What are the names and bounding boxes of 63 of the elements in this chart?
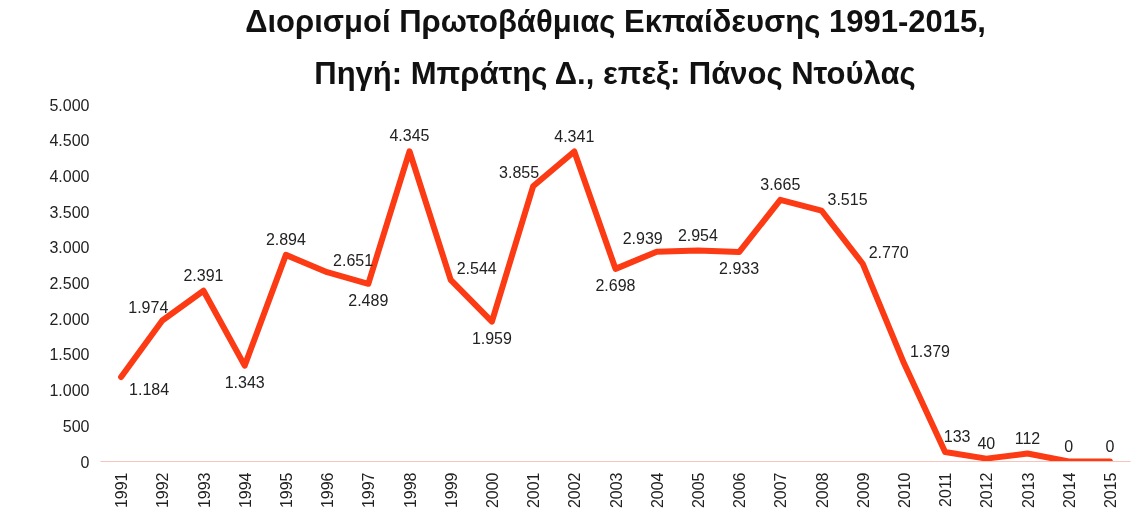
- y-tick-label: 3.000: [49, 239, 90, 257]
- data-label: 4.341: [554, 127, 595, 145]
- x-tick-label: 2014: [1060, 472, 1078, 509]
- x-tick-label: 2004: [648, 472, 666, 509]
- x-tick-label: 2009: [854, 472, 872, 509]
- data-label: 2.544: [456, 259, 497, 277]
- y-tick-label: 0: [80, 453, 90, 471]
- y-tick-label: 500: [62, 417, 90, 435]
- x-tick-label: 1991: [113, 472, 131, 509]
- data-label: 2.770: [868, 243, 909, 261]
- y-tick-label: 4.000: [49, 167, 90, 185]
- data-label: 1.343: [224, 373, 265, 391]
- data-label: 2.651: [333, 252, 374, 270]
- data-label: 3.665: [760, 175, 801, 193]
- x-tick-label: 1995: [277, 472, 295, 509]
- data-label: 2.933: [719, 260, 760, 278]
- x-tick-label: 1996: [319, 472, 337, 509]
- y-tick-label: 1.000: [49, 382, 90, 400]
- data-label: 2.954: [677, 226, 719, 244]
- y-tick-label: 2.000: [49, 310, 90, 328]
- data-label: 1.959: [471, 329, 513, 347]
- chart-title: Διορισμοί Πρωτοβάθμιας Εκπαίδευσης 1991-2015,: [245, 3, 986, 39]
- data-label: 2.939: [622, 229, 663, 247]
- y-tick-label: 4.500: [49, 132, 90, 150]
- data-label: 2.894: [265, 230, 307, 248]
- chart-subtitle: Πηγή: Μπράτης Δ., επεξ: Πάνος Ντούλας: [314, 55, 916, 91]
- data-label: 1.184: [129, 380, 170, 398]
- x-tick-label: 2002: [566, 472, 584, 509]
- x-tick-label: 2008: [813, 472, 831, 509]
- data-label: 2.391: [183, 266, 224, 284]
- data-label: 112: [1014, 429, 1041, 447]
- x-tick-label: 1993: [195, 472, 213, 509]
- data-label: 1.379: [909, 343, 951, 361]
- x-tick-label: 2006: [731, 472, 749, 509]
- x-tick-label: 1999: [442, 472, 460, 509]
- x-tick-label: 2011: [937, 472, 955, 507]
- data-label: 1.974: [128, 298, 169, 316]
- data-label: 40: [977, 434, 996, 452]
- x-tick-label: 2000: [483, 472, 501, 509]
- x-tick-label: 2003: [607, 472, 625, 509]
- y-tick-label: 1.500: [49, 346, 90, 364]
- x-tick-label: 2013: [1019, 472, 1037, 509]
- data-label: 4.345: [389, 127, 430, 145]
- x-tick-label: 1998: [401, 472, 419, 509]
- x-tick-label: 2012: [978, 472, 996, 509]
- x-tick-label: 2007: [772, 472, 790, 509]
- y-tick-label: 3.500: [49, 203, 90, 221]
- data-label: 0: [1105, 437, 1115, 455]
- x-tick-label: 2001: [525, 472, 543, 509]
- x-tick-label: 1994: [236, 472, 254, 509]
- x-tick-label: 2015: [1101, 472, 1119, 509]
- x-tick-label: 1997: [360, 472, 378, 509]
- x-tick-label: 2010: [895, 472, 913, 509]
- data-label: 3.515: [827, 190, 868, 208]
- data-label: 2.489: [348, 291, 389, 309]
- x-tick-label: 1992: [154, 472, 172, 509]
- x-tick-label: 2005: [689, 472, 707, 509]
- y-tick-label: 5.000: [49, 96, 90, 114]
- data-label: 3.855: [499, 164, 540, 182]
- data-label: 2.698: [595, 276, 636, 294]
- data-label: 0: [1064, 437, 1074, 455]
- y-tick-label: 2.500: [49, 275, 90, 292]
- data-label: 133: [943, 428, 971, 445]
